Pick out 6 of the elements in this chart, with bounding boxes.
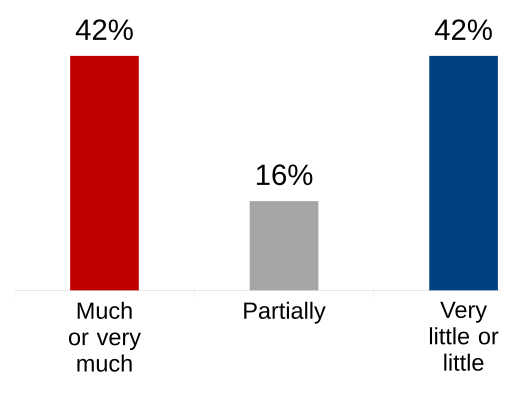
x-tick-label: Much or very much [68, 302, 141, 372]
x-tick-label: Very little or little [430, 302, 498, 371]
data-label: 42% [434, 19, 492, 40]
data-label: 16% [256, 164, 312, 186]
data-label: 42% [76, 19, 133, 40]
x-tick-label: Partially [244, 302, 326, 324]
